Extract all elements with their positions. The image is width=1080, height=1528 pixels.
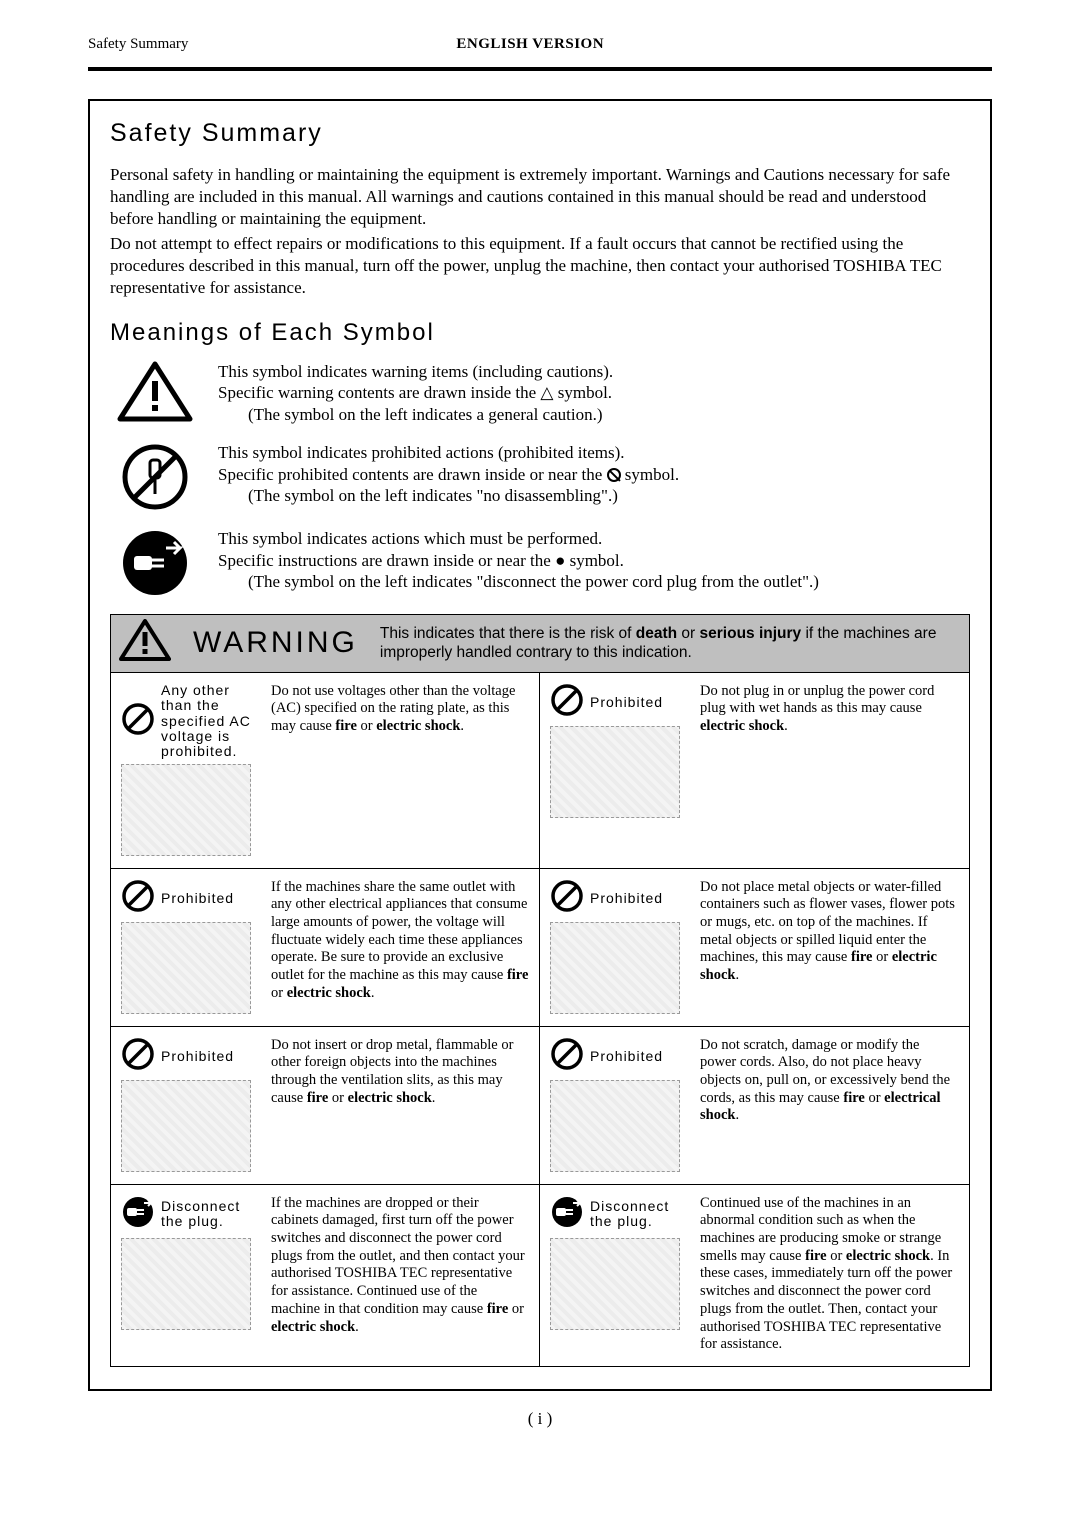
cell-illustration: Any other than the specified AC voltage … (121, 683, 261, 856)
warning-description: This indicates that there is the risk of… (380, 624, 961, 663)
illustration-placeholder (121, 764, 251, 856)
warning-cell: Prohibited If the machines share the same… (111, 868, 540, 1026)
cell-text: Do not plug in or unplug the power cord … (700, 683, 959, 856)
illustration-placeholder (550, 1238, 680, 1330)
prohibited-icon (121, 702, 155, 741)
illustration-placeholder (550, 922, 680, 1014)
warning-cell: Prohibited Do not plug in or unplug the p… (540, 673, 969, 868)
warning-banner: WARNING This indicates that there is the… (110, 614, 970, 673)
cell-illustration: Prohibited (550, 879, 690, 1014)
cell-label: Prohibited (590, 891, 663, 906)
intro-paragraph-2: Do not attempt to effect repairs or modi… (110, 233, 970, 298)
cell-label: Disconnect the plug. (590, 1199, 690, 1230)
warning-grid: Any other than the specified AC voltage … (110, 673, 970, 1367)
prohibited-icon (121, 879, 155, 918)
illustration-placeholder (550, 726, 680, 818)
cell-text: Do not place metal objects or water-fill… (700, 879, 959, 1014)
symbol-row-warning: This symbol indicates warning items (inc… (110, 361, 970, 426)
warning-cell: Prohibited Do not place metal objects or … (540, 868, 969, 1026)
warning-word: WARNING (185, 626, 366, 660)
cell-illustration: Disconnect the plug. (550, 1195, 690, 1354)
header-center: ENGLISH VERSION (456, 36, 604, 53)
warning-cell: Prohibited Do not scratch, damage or modi… (540, 1026, 969, 1184)
prohibited-icon (550, 683, 584, 722)
cell-text: Do not insert or drop metal, flammable o… (271, 1037, 529, 1172)
illustration-placeholder (121, 1238, 251, 1330)
prohibited-icon (550, 1037, 584, 1076)
warning-cell: Disconnect the plug. If the machines are … (111, 1184, 540, 1366)
header-left: Safety Summary (88, 36, 188, 53)
section-title-safety: Safety Summary (110, 119, 970, 148)
no-disassemble-icon (110, 442, 200, 512)
cell-text: Do not scratch, damage or modify the pow… (700, 1037, 959, 1172)
symbol-text-warning: This symbol indicates warning items (inc… (218, 361, 613, 426)
cell-label: Prohibited (590, 1049, 663, 1064)
illustration-placeholder (550, 1080, 680, 1172)
disconnect-plug-icon (121, 1195, 155, 1234)
cell-text: If the machines are dropped or their cab… (271, 1195, 529, 1354)
disconnect-plug-icon (110, 528, 200, 598)
prohibited-icon (121, 1037, 155, 1076)
cell-illustration: Disconnect the plug. (121, 1195, 261, 1354)
page-frame: Safety Summary Personal safety in handli… (88, 99, 992, 1391)
cell-illustration: Prohibited (550, 1037, 690, 1172)
cell-text: Continued use of the machines in an abno… (700, 1195, 959, 1354)
warning-cell: Disconnect the plug. Continued use of the… (540, 1184, 969, 1366)
page-header: Safety Summary ENGLISH VERSION (88, 36, 992, 53)
disconnect-plug-icon (550, 1195, 584, 1234)
cell-label: Prohibited (161, 1049, 234, 1064)
warning-banner-icon (119, 619, 171, 668)
symbol-row-mustdo: This symbol indicates actions which must… (110, 528, 970, 598)
warning-cell: Prohibited Do not insert or drop metal, f… (111, 1026, 540, 1184)
symbol-text-prohibited: This symbol indicates prohibited actions… (218, 442, 679, 507)
cell-illustration: Prohibited (550, 683, 690, 856)
illustration-placeholder (121, 922, 251, 1014)
warning-cell: Any other than the specified AC voltage … (111, 673, 540, 868)
cell-illustration: Prohibited (121, 1037, 261, 1172)
cell-text: Do not use voltages other than the volta… (271, 683, 529, 856)
cell-label: Any other than the specified AC voltage … (161, 683, 261, 760)
illustration-placeholder (121, 1080, 251, 1172)
symbol-row-prohibited: This symbol indicates prohibited actions… (110, 442, 970, 512)
page-number: ( i ) (88, 1409, 992, 1429)
cell-label: Disconnect the plug. (161, 1199, 261, 1230)
cell-label: Prohibited (590, 695, 663, 710)
prohibited-icon (550, 879, 584, 918)
cell-illustration: Prohibited (121, 879, 261, 1014)
intro-paragraph-1: Personal safety in handling or maintaini… (110, 164, 970, 229)
cell-text: If the machines share the same outlet wi… (271, 879, 529, 1014)
header-rule (88, 67, 992, 71)
cell-label: Prohibited (161, 891, 234, 906)
symbol-text-mustdo: This symbol indicates actions which must… (218, 528, 819, 593)
warning-triangle-icon (110, 361, 200, 423)
section-title-meanings: Meanings of Each Symbol (110, 319, 970, 347)
